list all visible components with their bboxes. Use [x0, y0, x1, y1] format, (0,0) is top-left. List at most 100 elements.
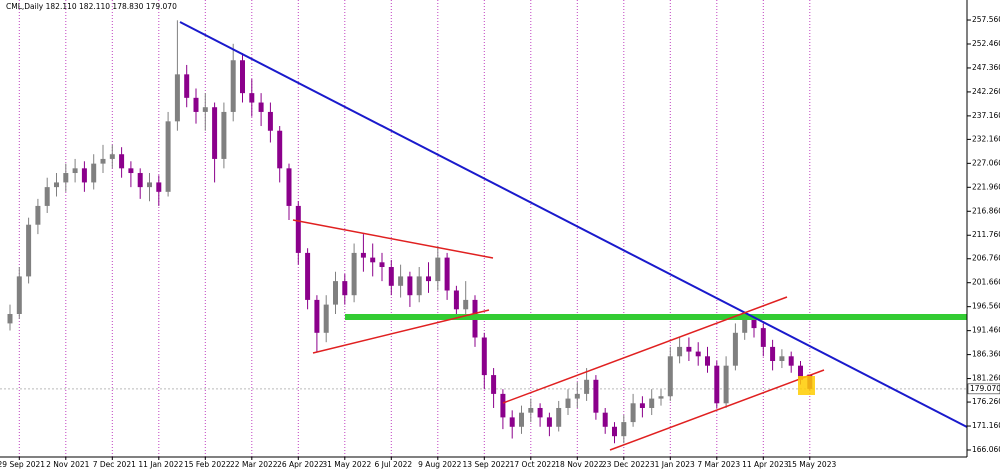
x-tick-label: 9 Aug 2022: [418, 460, 461, 469]
candle-body: [546, 417, 552, 427]
candle-body: [72, 168, 78, 174]
candle-body: [147, 182, 152, 188]
y-tick-label: 206.760: [972, 254, 1000, 263]
candle-body: [742, 318, 748, 333]
y-tick-label: 232.160: [972, 134, 1000, 143]
x-tick-label: 22 Mar 2022: [230, 460, 278, 469]
candle-body: [407, 276, 413, 296]
y-tick-label: 221.960: [972, 182, 1000, 191]
candle-body: [760, 328, 766, 347]
y-tick-label: 171.160: [972, 421, 1000, 430]
candle-body: [305, 252, 311, 300]
candle-body: [463, 299, 469, 310]
x-tick-label: 11 Jan 2022: [138, 460, 183, 469]
candle-body: [621, 422, 627, 437]
candle-body: [798, 365, 803, 380]
x-tick-label: 13 Sep 2022: [463, 460, 511, 469]
candle-body: [202, 107, 208, 112]
candle-body: [54, 182, 59, 188]
candle-body: [649, 398, 655, 408]
x-tick-label: 26 Apr 2022: [277, 460, 324, 469]
x-tick-label: 2 Nov 2021: [46, 460, 89, 469]
candle-body: [351, 252, 357, 296]
x-tick-label: 7 Dec 2021: [93, 460, 136, 469]
candle-body: [658, 396, 664, 399]
candle-body: [119, 154, 125, 169]
y-tick-label: 186.360: [972, 350, 1000, 359]
candle-body: [751, 318, 757, 329]
candle-body: [286, 168, 292, 206]
chart-title: CML,Daily 182.110 182.110 178.830 179.07…: [6, 2, 177, 11]
candle-body: [314, 299, 320, 333]
candle-body: [249, 93, 255, 103]
y-tick-label: 211.760: [972, 230, 1000, 239]
y-tick-label: 176.260: [972, 397, 1000, 406]
candle-body: [677, 346, 683, 357]
candle-body: [174, 74, 180, 122]
x-tick-label: 17 Oct 2022: [510, 460, 557, 469]
candle-body: [788, 356, 794, 366]
candle-body: [453, 290, 459, 310]
candle-body: [165, 121, 171, 192]
last-price-label: 179.070: [970, 384, 1000, 393]
x-tick-label: 31 May 2022: [322, 460, 371, 469]
x-tick-label: 31 Jan 2023: [650, 460, 695, 469]
y-tick-label: 201.660: [972, 278, 1000, 287]
candle-body: [444, 257, 450, 291]
candle-body: [705, 356, 710, 366]
candle-body: [333, 281, 338, 305]
candle-body: [602, 412, 608, 427]
candle-body: [509, 417, 515, 427]
candle-body: [630, 403, 636, 423]
candle-body: [277, 130, 283, 169]
candle-body: [435, 257, 441, 282]
last-price-box: [967, 383, 1000, 395]
y-tick-label: 242.260: [972, 87, 1000, 96]
triangle-upper: [292, 219, 494, 259]
candle-body: [91, 163, 97, 183]
candle-body: [360, 252, 366, 258]
x-tick-label: 6 Jul 2022: [374, 460, 412, 469]
candle-body: [230, 60, 236, 112]
candle-body: [416, 276, 422, 296]
candle-body: [426, 276, 431, 282]
x-tick-label: 15 Feb 2022: [184, 460, 231, 469]
candle-body: [388, 267, 394, 286]
x-tick-label: 7 Mar 2023: [697, 460, 740, 469]
y-tick-label: 247.360: [972, 63, 1000, 72]
candle-body: [258, 102, 264, 112]
candle-body: [137, 173, 143, 188]
y-tick-label: 181.260: [972, 374, 1000, 383]
candle-body: [574, 393, 580, 399]
candle-body: [100, 158, 106, 164]
candle-body: [500, 393, 506, 418]
channel-lower: [609, 369, 825, 451]
candle-body: [128, 168, 134, 174]
candle-body: [212, 107, 218, 159]
candle-body: [379, 262, 385, 268]
candle-body: [342, 281, 348, 296]
candle-body: [770, 346, 776, 361]
candle-body: [732, 332, 738, 366]
candle-body: [686, 346, 692, 352]
candle-body: [491, 375, 497, 394]
triangle-lower: [312, 309, 490, 354]
candle-body: [584, 379, 590, 394]
y-tick-label: 166.060: [972, 445, 1000, 454]
y-tick-label: 216.860: [972, 206, 1000, 215]
candle-body: [109, 154, 115, 159]
x-tick-label: 18 Nov 2022: [555, 460, 603, 469]
candle-body: [639, 403, 645, 408]
candle-body: [556, 407, 562, 427]
y-tick-label: 257.560: [972, 15, 1000, 24]
x-tick-label: 23 Dec 2022: [602, 460, 650, 469]
candle-body: [295, 205, 301, 253]
trend-line: [179, 21, 968, 428]
candle-body: [193, 97, 199, 112]
candle-body: [16, 276, 22, 315]
drawings: [179, 21, 968, 451]
candle-body: [81, 168, 87, 183]
